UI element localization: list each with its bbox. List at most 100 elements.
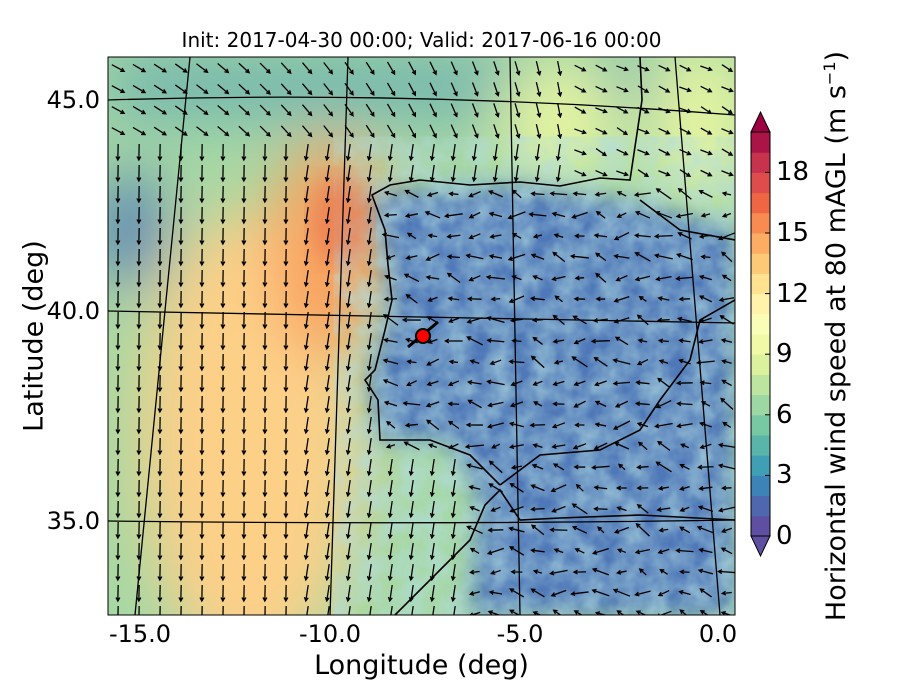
wind-arrow: [303, 395, 309, 414]
wind-arrow: [488, 483, 503, 493]
wind-arrow: [721, 191, 732, 197]
marker-dot: [415, 328, 431, 344]
wind-arrow: [552, 401, 565, 407]
wind-arrow: [493, 82, 500, 97]
wind-arrow: [721, 148, 734, 156]
wind-arrow: [450, 164, 456, 183]
wind-arrow: [157, 563, 163, 582]
wind-arrow: [444, 338, 463, 344]
wind-arrow: [220, 416, 226, 435]
wind-arrow: [115, 227, 121, 246]
wind-arrow: [679, 463, 690, 470]
wind-arrow: [178, 458, 184, 477]
wind-arrow: [178, 164, 184, 183]
wind-arrow: [157, 458, 163, 477]
colorbar-level: [751, 495, 770, 517]
wind-arrow: [616, 148, 629, 156]
wind-arrow: [262, 143, 268, 162]
wind-arrow: [115, 416, 121, 435]
wind-arrow: [594, 400, 607, 407]
wind-arrow: [199, 479, 205, 498]
wind-arrow: [531, 317, 543, 323]
wind-arrow: [700, 401, 711, 407]
wind-arrow: [429, 61, 437, 76]
wind-arrow: [174, 126, 188, 136]
wind-arrow: [199, 164, 205, 183]
wind-arrow: [514, 82, 521, 98]
wind-arrow: [721, 379, 732, 387]
wind-arrow: [636, 359, 649, 366]
wind-arrow: [493, 124, 500, 139]
wind-arrow: [616, 569, 627, 575]
wind-arrow: [220, 374, 226, 393]
wind-arrow: [136, 563, 142, 582]
wind-arrow: [199, 353, 205, 372]
wind-arrow: [324, 437, 330, 456]
wind-arrow: [429, 563, 435, 582]
wind-arrow: [241, 311, 247, 330]
wind-arrow: [157, 227, 163, 246]
wind-arrow: [616, 86, 629, 93]
wind-arrow: [677, 187, 692, 200]
wind-arrow: [157, 248, 163, 267]
wind-arrow: [677, 316, 692, 323]
wind-arrow: [178, 143, 184, 162]
wind-arrow: [345, 290, 351, 309]
wind-arrow: [303, 584, 309, 603]
wind-arrow: [721, 170, 734, 177]
wind-arrow: [408, 479, 414, 498]
colorbar-level: [751, 253, 770, 274]
wind-arrow: [262, 500, 268, 519]
wind-arrow: [369, 605, 372, 615]
wind-arrow: [471, 82, 479, 97]
wind-arrow: [510, 380, 523, 387]
wind-arrow: [513, 164, 519, 183]
wind-arrow: [199, 311, 205, 330]
wind-arrow: [406, 380, 417, 387]
wind-arrow: [366, 500, 372, 519]
wind-arrow: [695, 360, 715, 366]
colorbar-level: [751, 172, 770, 194]
wind-arrow: [220, 311, 226, 330]
wind-arrow: [616, 610, 625, 615]
wind-arrow: [262, 416, 268, 435]
wind-arrow: [402, 400, 421, 406]
wind-arrow: [262, 311, 268, 330]
wind-arrow: [450, 143, 456, 162]
wind-arrow: [637, 149, 650, 156]
wind-arrow: [616, 65, 629, 72]
wind-arrow: [464, 444, 485, 450]
wind-arrow: [549, 191, 568, 197]
wind-arrow: [283, 584, 289, 603]
wind-arrow: [700, 212, 711, 218]
wind-arrow: [448, 191, 459, 197]
colorbar-tick-label: 9: [776, 339, 793, 370]
wind-arrow: [509, 609, 521, 615]
wind-arrow: [324, 164, 330, 183]
wind-arrow: [345, 584, 351, 603]
wind-arrow: [199, 290, 205, 309]
wind-arrow: [387, 458, 393, 477]
wind-arrow: [635, 610, 647, 615]
wind-arrow: [324, 416, 330, 435]
y-tick-label: 40.0: [46, 297, 100, 325]
wind-arrow: [450, 124, 458, 139]
wind-arrow: [262, 227, 268, 246]
wind-arrow: [700, 169, 713, 177]
wind-arrow: [115, 290, 121, 309]
wind-arrow: [411, 605, 414, 615]
wind-arrow: [717, 232, 735, 241]
colorbar: [750, 110, 771, 558]
wind-arrow: [489, 359, 502, 366]
wind-arrow: [466, 525, 483, 535]
x-axis-label: Longitude (deg): [314, 650, 529, 681]
wind-arrow: [636, 485, 649, 491]
colorbar-tick-label: 18: [776, 157, 810, 188]
wind-arrow: [136, 227, 142, 246]
y-tick-label: 35.0: [46, 507, 100, 535]
wind-arrow: [613, 253, 630, 259]
wind-arrow: [366, 311, 372, 330]
wind-arrow: [698, 274, 712, 281]
wind-arrow: [450, 521, 456, 540]
wind-arrow: [366, 248, 372, 267]
